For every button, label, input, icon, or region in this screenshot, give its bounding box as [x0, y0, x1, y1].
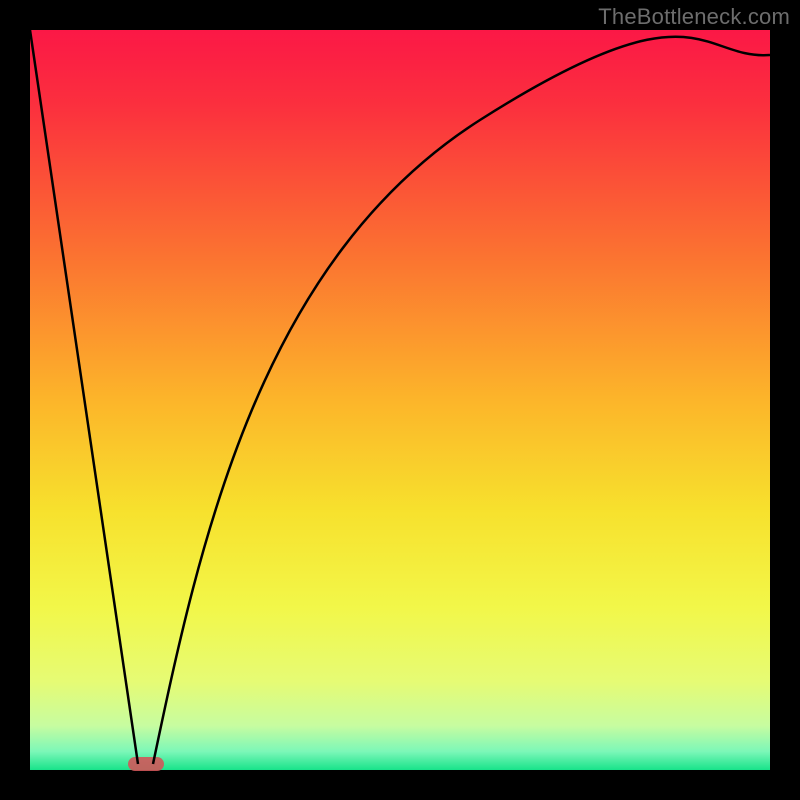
plot-area: [30, 30, 770, 770]
valley-marker: [128, 757, 164, 771]
bottleneck-chart: [0, 0, 800, 800]
chart-container: TheBottleneck.com: [0, 0, 800, 800]
